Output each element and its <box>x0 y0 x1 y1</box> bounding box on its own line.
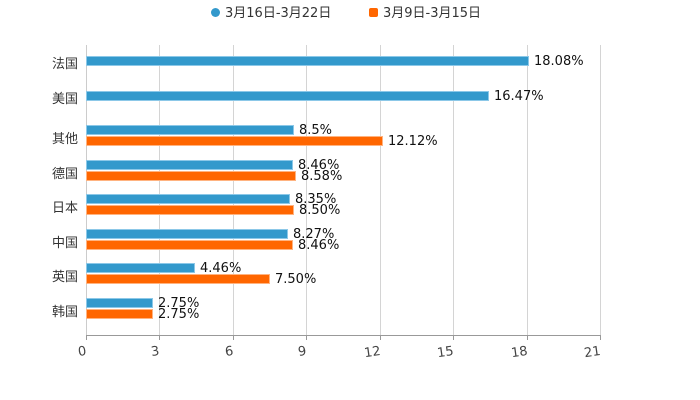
category-label: 美国 <box>51 92 78 107</box>
gridline <box>233 45 234 335</box>
chart-legend: 3月16日-3月22日 3月9日-3月15日 <box>0 5 700 23</box>
category-label: 英国 <box>51 270 78 285</box>
bar-value-label: 8.46% <box>298 158 340 173</box>
x-tick-label: 3 <box>149 344 161 361</box>
bar-mar9-15[interactable] <box>86 309 153 319</box>
bar-mar16-22[interactable] <box>86 160 293 170</box>
bar-value-label: 8.58% <box>301 169 343 184</box>
plot-area: 0 3 6 9 12 15 18 21 <box>77 45 601 361</box>
x-tick-label: 0 <box>76 344 88 361</box>
legend-square-icon <box>369 8 378 17</box>
bar-value-label: 8.35% <box>295 192 337 207</box>
bar-value-label: 16.47% <box>494 89 544 104</box>
tick-mark <box>159 335 160 340</box>
bar-mar16-22[interactable] <box>86 125 294 135</box>
legend-label: 3月16日-3月22日 <box>225 6 332 21</box>
bar-value-label: 8.5% <box>299 123 333 138</box>
category-label: 韩国 <box>51 305 78 320</box>
bar-mar9-15[interactable] <box>86 274 270 284</box>
x-tick-label: 9 <box>296 344 308 361</box>
bar-mar9-15[interactable] <box>86 240 293 250</box>
gridline <box>306 45 307 335</box>
tick-mark <box>600 335 601 340</box>
tick-mark <box>380 335 381 340</box>
bar-mar16-22[interactable] <box>86 194 290 204</box>
tick-mark <box>233 335 234 340</box>
bar-mar9-15[interactable] <box>86 171 296 181</box>
bar-mar16-22[interactable] <box>86 91 489 101</box>
bar-value-label: 8.46% <box>298 238 340 253</box>
tick-mark <box>527 335 528 340</box>
bar-value-label: 8.27% <box>293 227 335 242</box>
gridline <box>600 45 601 335</box>
bar-value-label: 18.08% <box>534 54 584 69</box>
x-tick-label: 6 <box>223 344 235 361</box>
legend-item-week-mar9-15[interactable]: 3月9日-3月15日 <box>369 5 481 23</box>
category-label: 其他 <box>51 132 78 147</box>
bar-mar16-22[interactable] <box>86 298 153 308</box>
x-tick-label: 21 <box>582 344 602 362</box>
tick-mark <box>306 335 307 340</box>
bar-mar9-15[interactable] <box>86 136 383 146</box>
x-axis-line <box>86 335 600 336</box>
bar-mar16-22[interactable] <box>86 229 288 239</box>
gridline <box>453 45 454 335</box>
x-tick-label: 15 <box>435 344 455 362</box>
category-label: 法国 <box>51 57 78 72</box>
legend-label: 3月9日-3月15日 <box>383 6 482 21</box>
bar-value-label: 4.46% <box>200 261 242 276</box>
bar-value-label: 2.75% <box>158 296 200 311</box>
y-axis-line <box>86 45 87 335</box>
tick-mark <box>453 335 454 340</box>
bar-value-label: 2.75% <box>158 307 200 322</box>
category-label: 德国 <box>51 167 78 182</box>
gridline <box>527 45 528 335</box>
category-label: 日本 <box>51 201 78 216</box>
gridline <box>380 45 381 335</box>
tick-mark <box>86 335 87 340</box>
bar-mar16-22[interactable] <box>86 56 529 66</box>
bar-value-label: 7.50% <box>275 272 317 287</box>
gridline <box>159 45 160 335</box>
legend-item-week-mar16-22[interactable]: 3月16日-3月22日 <box>211 5 331 23</box>
bar-mar9-15[interactable] <box>86 205 294 215</box>
x-tick-label: 18 <box>509 344 529 362</box>
bar-mar16-22[interactable] <box>86 263 195 273</box>
legend-circle-icon <box>211 8 220 17</box>
category-label: 中国 <box>51 236 78 251</box>
bar-value-label: 12.12% <box>388 134 438 149</box>
bar-value-label: 8.50% <box>299 203 341 218</box>
x-tick-label: 12 <box>362 344 382 362</box>
